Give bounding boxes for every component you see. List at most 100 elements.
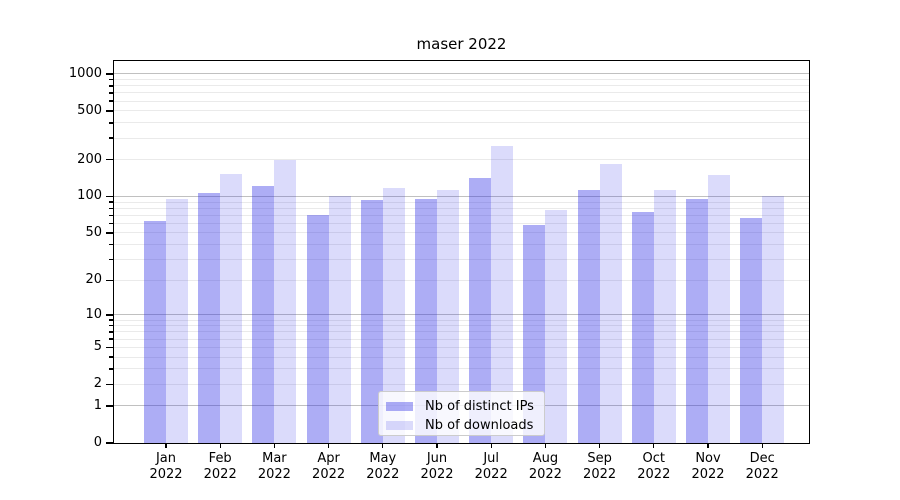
x-tick-label-apr: Apr 2022 — [312, 451, 346, 482]
legend-item-distinct-ips: Nb of distinct IPs — [386, 397, 536, 415]
x-tick-mark — [219, 444, 221, 448]
bar-downloads-oct — [653, 190, 676, 443]
bar-distinct-ips-jan — [144, 220, 166, 443]
legend-swatch-downloads — [386, 420, 413, 430]
y-tick-mark-minor — [109, 258, 113, 261]
legend-label-downloads: Nb of downloads — [425, 417, 534, 433]
gridline-minor — [114, 244, 809, 246]
bar-distinct-ips-oct — [631, 211, 654, 443]
x-tick-label-jul: Jul 2022 — [474, 451, 508, 482]
y-tick-mark — [106, 346, 113, 348]
plot-area: Nb of distinct IPs Nb of downloads — [113, 60, 810, 444]
y-tick-label: 100 — [77, 188, 102, 204]
gridline-minor — [114, 79, 809, 81]
y-tick-label: 2 — [93, 376, 102, 392]
y-tick-mark-minor — [109, 100, 113, 102]
bar-distinct-ips-jun — [415, 199, 437, 443]
y-tick-mark-minor — [109, 85, 113, 87]
y-tick-mark-minor — [109, 122, 113, 124]
x-tick-label-jun: Jun 2022 — [420, 451, 454, 482]
y-tick-mark-minor — [109, 368, 113, 370]
bar-downloads-jan — [166, 199, 188, 443]
bar-distinct-ips-sep — [577, 189, 600, 443]
y-tick-mark-minor — [109, 92, 113, 94]
bar-downloads-apr — [328, 196, 351, 443]
x-tick-mark — [544, 444, 547, 448]
y-tick-mark-minor — [109, 331, 113, 333]
x-tick-mark — [382, 444, 384, 448]
x-tick-mark — [165, 444, 167, 448]
y-tick-label: 20 — [85, 272, 102, 288]
gridline-minor — [114, 122, 809, 124]
bar-downloads-jul — [491, 145, 514, 443]
x-tick-mark — [598, 444, 601, 448]
gridline-minor — [114, 279, 809, 281]
x-tick-label-feb: Feb 2022 — [203, 451, 237, 482]
x-tick-mark — [653, 444, 655, 448]
y-tick-mark — [106, 110, 113, 112]
legend-swatch-distinct-ips — [386, 401, 413, 411]
x-tick-mark — [327, 444, 330, 448]
y-tick-mark-minor — [109, 137, 113, 139]
y-tick-label: 500 — [77, 102, 102, 118]
gridline-minor — [114, 356, 809, 358]
y-tick-label: 10 — [85, 306, 102, 322]
gridline-minor — [114, 92, 809, 94]
chart-title: maser 2022 — [416, 35, 507, 53]
y-tick-label: 5 — [93, 339, 102, 355]
legend: Nb of distinct IPs Nb of downloads — [378, 391, 545, 436]
x-tick-label-nov: Nov 2022 — [691, 451, 725, 482]
y-tick-mark — [106, 442, 113, 444]
bar-downloads-aug — [545, 209, 568, 443]
y-tick-mark-minor — [109, 201, 113, 203]
x-tick-label-mar: Mar 2022 — [257, 451, 291, 482]
bar-distinct-ips-nov — [686, 199, 708, 443]
bar-downloads-nov — [708, 175, 730, 443]
bar-distinct-ips-aug — [523, 225, 546, 443]
bar-downloads-sep — [599, 164, 622, 443]
x-tick-label-jan: Jan 2022 — [149, 451, 183, 482]
gridline-minor — [114, 232, 809, 234]
y-tick-mark-minor — [109, 356, 113, 358]
x-tick-mark — [273, 444, 276, 448]
bar-distinct-ips-mar — [252, 185, 275, 443]
bar-distinct-ips-apr — [306, 215, 329, 443]
y-tick-mark — [106, 159, 113, 161]
gridline-minor — [114, 346, 809, 348]
y-tick-label: 50 — [85, 224, 102, 240]
y-tick-mark-minor — [109, 214, 113, 216]
gridline-minor — [114, 100, 809, 102]
bar-distinct-ips-may — [360, 199, 383, 443]
y-tick-mark-minor — [109, 78, 113, 81]
y-tick-label: 1000 — [68, 65, 102, 81]
y-tick-label: 0 — [93, 435, 102, 450]
x-tick-label-may: May 2022 — [366, 451, 400, 482]
y-tick-label: 1 — [93, 397, 102, 413]
bar-downloads-mar — [274, 160, 297, 443]
gridline-minor — [114, 159, 809, 161]
y-tick-mark-minor — [109, 222, 113, 225]
bar-downloads-feb — [220, 173, 243, 443]
gridline-minor — [114, 222, 809, 224]
gridline-minor — [114, 368, 809, 370]
gridline-minor — [114, 85, 809, 87]
bar-downloads-jun — [437, 189, 459, 443]
gridline-minor — [114, 207, 809, 209]
y-tick-mark-minor — [109, 207, 113, 209]
gridline-major — [114, 195, 809, 197]
y-tick-mark — [106, 314, 113, 316]
bar-distinct-ips-feb — [198, 192, 221, 443]
x-tick-label-dec: Dec 2022 — [745, 451, 779, 482]
gridline-minor — [114, 319, 809, 321]
gridline-minor — [114, 259, 809, 261]
legend-label-distinct-ips: Nb of distinct IPs — [425, 398, 534, 414]
gridline-minor — [114, 110, 809, 112]
bar-distinct-ips-jul — [469, 177, 492, 443]
gridlines-layer — [114, 61, 809, 443]
y-tick-mark-minor — [109, 338, 113, 340]
y-tick-mark-minor — [109, 243, 113, 246]
bar-downloads-may — [382, 188, 405, 443]
gridline-major — [114, 73, 809, 75]
y-tick-mark — [106, 232, 113, 234]
